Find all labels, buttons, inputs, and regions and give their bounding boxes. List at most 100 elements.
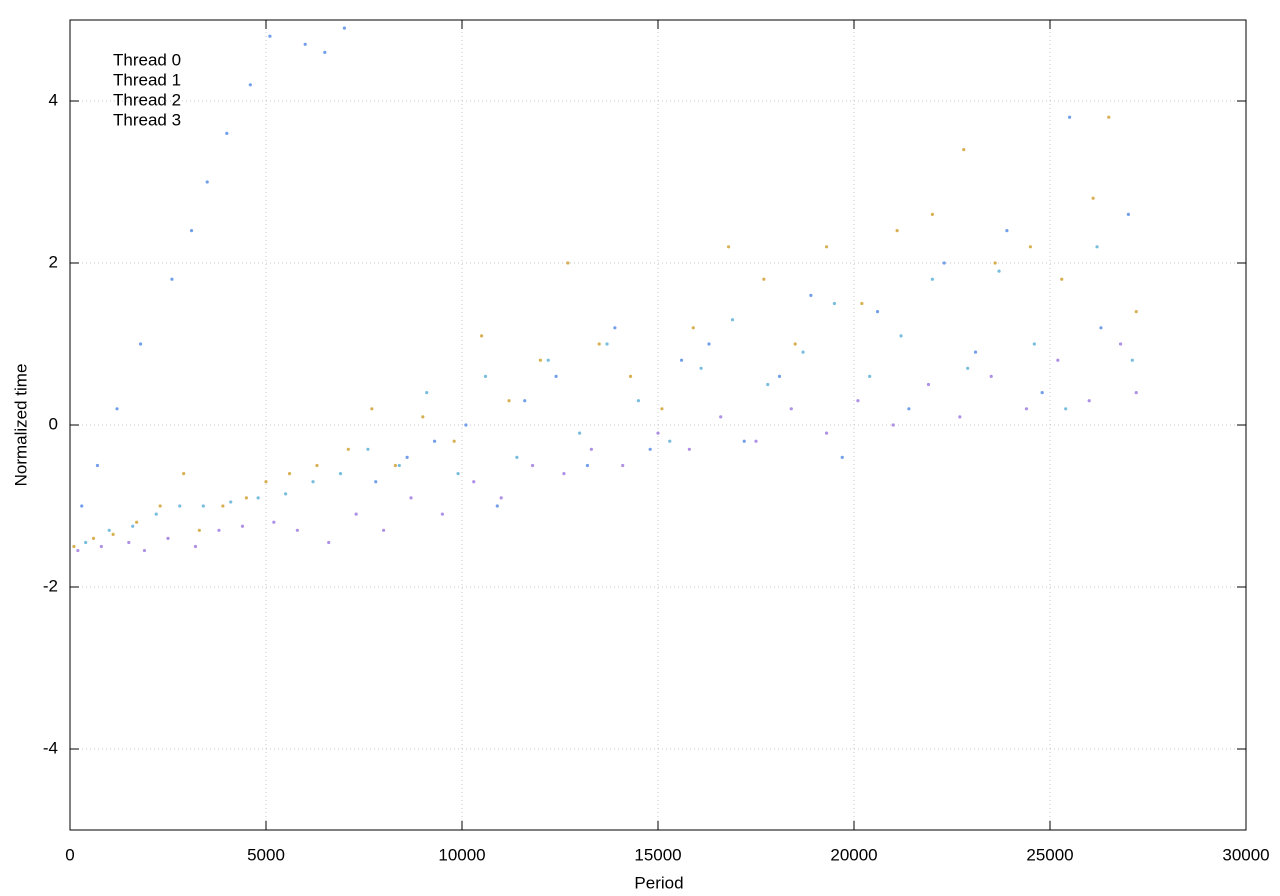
point xyxy=(99,544,103,549)
point xyxy=(456,472,460,476)
point xyxy=(142,548,147,553)
point xyxy=(1134,391,1138,395)
point xyxy=(268,34,272,38)
legend-label: Thread 2 xyxy=(113,90,181,109)
point xyxy=(1118,342,1123,346)
point xyxy=(240,524,245,528)
point xyxy=(699,366,703,370)
point xyxy=(464,423,468,427)
point xyxy=(1126,212,1130,216)
point xyxy=(284,492,288,496)
point xyxy=(1060,277,1064,281)
point xyxy=(1130,358,1134,362)
point xyxy=(354,512,358,516)
point xyxy=(452,439,456,443)
point xyxy=(221,504,225,508)
point xyxy=(856,399,860,403)
point xyxy=(217,528,221,532)
point xyxy=(342,26,346,30)
point xyxy=(366,447,370,451)
point xyxy=(287,472,292,476)
point xyxy=(679,358,684,362)
point xyxy=(613,326,617,330)
point xyxy=(272,520,276,524)
point xyxy=(958,415,962,419)
point xyxy=(589,447,593,451)
legend-label: Thread 0 xyxy=(113,50,181,69)
point xyxy=(966,366,970,370)
point xyxy=(225,131,229,135)
point xyxy=(178,504,182,508)
point xyxy=(166,536,170,541)
point xyxy=(111,532,115,536)
point xyxy=(930,212,935,216)
legend-label: Thread 1 xyxy=(113,70,181,89)
point xyxy=(730,318,735,322)
x-tick-label: 25000 xyxy=(1026,845,1073,864)
point xyxy=(311,480,315,484)
point xyxy=(930,277,935,281)
point xyxy=(621,463,625,468)
point xyxy=(1099,326,1103,330)
point xyxy=(1087,399,1091,403)
point xyxy=(1056,358,1060,362)
point xyxy=(628,374,633,378)
point xyxy=(135,520,139,524)
point xyxy=(766,382,770,387)
point xyxy=(107,528,111,532)
point xyxy=(1024,407,1029,411)
point xyxy=(295,528,299,532)
point xyxy=(530,463,535,468)
point xyxy=(338,472,343,476)
point xyxy=(138,342,143,346)
point xyxy=(315,463,319,468)
point xyxy=(726,245,731,249)
point xyxy=(248,83,252,87)
point xyxy=(1028,245,1032,249)
point xyxy=(762,277,766,281)
point xyxy=(668,439,672,443)
point xyxy=(495,504,499,508)
point xyxy=(1091,196,1095,200)
point xyxy=(719,415,723,419)
point xyxy=(578,431,582,435)
point xyxy=(899,334,903,338)
point xyxy=(127,540,131,545)
point xyxy=(993,261,997,265)
point xyxy=(585,463,590,468)
point xyxy=(793,342,797,346)
point xyxy=(193,544,198,549)
legend-label: Thread 3 xyxy=(113,110,181,129)
x-axis-label: Period xyxy=(634,873,683,892)
point xyxy=(327,540,331,545)
point xyxy=(777,374,782,378)
point xyxy=(84,540,88,545)
point xyxy=(432,439,437,443)
point xyxy=(76,548,80,553)
point xyxy=(754,439,758,443)
point xyxy=(907,407,911,411)
point xyxy=(382,528,386,532)
point xyxy=(346,447,350,451)
y-tick-label: -4 xyxy=(43,738,58,757)
point xyxy=(824,431,829,435)
point xyxy=(370,407,374,411)
point xyxy=(189,229,194,233)
point xyxy=(875,310,880,314)
point xyxy=(554,374,558,378)
point xyxy=(425,391,429,395)
y-axis-label: Normalized time xyxy=(11,364,30,487)
point xyxy=(742,439,746,443)
point xyxy=(789,407,793,411)
point xyxy=(538,358,543,362)
y-tick-label: 0 xyxy=(49,414,58,433)
point xyxy=(656,431,660,435)
point xyxy=(891,423,895,427)
point xyxy=(809,293,813,297)
point xyxy=(244,496,248,500)
point xyxy=(840,455,844,459)
point xyxy=(95,463,100,468)
x-tick-label: 5000 xyxy=(247,845,285,864)
point xyxy=(926,382,931,387)
